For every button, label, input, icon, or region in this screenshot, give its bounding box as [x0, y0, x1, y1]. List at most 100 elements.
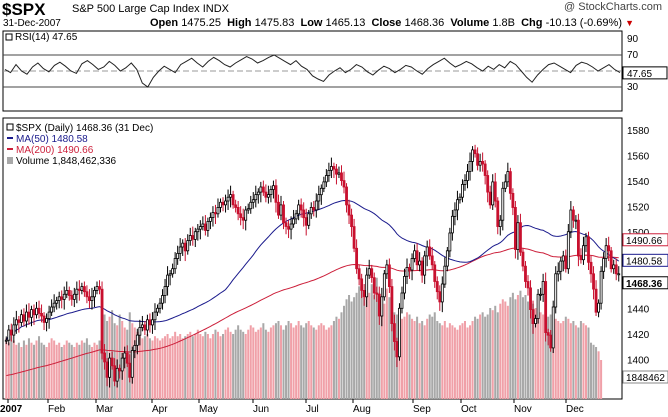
candle-body: [37, 307, 41, 314]
volume-bar: [269, 327, 272, 399]
candle-body: [599, 270, 603, 304]
volume-bar: [50, 338, 53, 399]
candle-body: [156, 307, 159, 313]
volume-bar: [557, 321, 560, 399]
volume-bar: [433, 312, 436, 399]
candle-body: [335, 168, 338, 175]
candle-body: [203, 223, 207, 231]
candle-body: [234, 204, 238, 208]
candle-body: [294, 213, 298, 220]
volume-bar: [312, 327, 315, 399]
candle-body: [428, 246, 432, 257]
volume-bar: [330, 325, 333, 399]
volume-bar: [567, 318, 570, 399]
legend-label: Volume 1,848,462,336: [16, 156, 117, 167]
candle-body: [4, 339, 8, 342]
volume-bar: [191, 336, 194, 399]
candle-body: [138, 327, 142, 336]
candle-body: [382, 273, 386, 298]
volume-bar: [554, 318, 557, 399]
candle-body: [40, 312, 43, 317]
down-arrow-icon: ▼: [625, 18, 634, 28]
candle-body: [17, 319, 21, 323]
quote-summary: Open 1475.25 High 1475.83 Low 1465.13 Cl…: [150, 17, 634, 29]
rsi-value-label: 47.65: [627, 69, 652, 80]
candle-body: [256, 191, 260, 196]
volume-bar: [174, 331, 177, 399]
volume-bar: [335, 316, 338, 399]
volume-bar: [138, 336, 141, 399]
candle-body: [393, 323, 396, 342]
candle-body: [405, 266, 409, 277]
candle-body: [30, 309, 33, 318]
candle-body: [566, 231, 570, 270]
candle-body: [75, 288, 79, 295]
candle-body: [410, 258, 414, 271]
volume-bar: [597, 351, 600, 399]
candle-body: [302, 209, 306, 219]
volume-bar: [516, 295, 519, 399]
volume-bar: [224, 329, 227, 399]
volume-bar: [544, 310, 547, 399]
candle-body: [110, 357, 114, 367]
candle-body: [506, 171, 510, 183]
chg-value: -10.13 (-0.69%): [545, 17, 622, 29]
volume-bar: [239, 329, 242, 399]
volume-bar: [385, 288, 388, 399]
candle-body: [602, 258, 606, 272]
high-label: High: [227, 17, 252, 29]
volume-bar: [406, 312, 409, 399]
volume-bar: [70, 344, 73, 399]
volume-bar: [365, 295, 368, 399]
candle-body: [224, 200, 227, 206]
volume-bar: [287, 321, 290, 399]
candle-body: [340, 172, 343, 181]
candle-body: [50, 306, 54, 313]
candle-body: [582, 245, 585, 261]
candle-body: [226, 196, 230, 202]
volume-bar: [148, 338, 151, 399]
candle-body: [67, 289, 71, 296]
candle-body: [181, 242, 185, 248]
candle-body: [546, 332, 550, 336]
volume-bar: [403, 316, 406, 399]
volume-bar: [421, 321, 424, 399]
candle-body: [503, 181, 507, 189]
volume-bar: [277, 321, 280, 399]
candle-body: [206, 221, 210, 231]
candle-body: [9, 329, 13, 336]
candle-body: [516, 222, 520, 250]
volume-bar: [45, 347, 48, 399]
volume-bar: [590, 342, 593, 399]
volume-bar: [272, 325, 275, 399]
brand-logo[interactable]: @ StockCharts.com: [564, 1, 662, 13]
candle-body: [219, 201, 222, 208]
low-value: 1465.13: [325, 17, 366, 29]
candle-body: [571, 209, 575, 221]
volume-bar: [90, 347, 93, 399]
volume-bar: [63, 344, 66, 399]
candle-body: [198, 226, 202, 230]
volume-bar: [494, 305, 497, 399]
candle-body: [105, 361, 109, 378]
candle-body: [430, 255, 434, 266]
exchange: INDX: [202, 3, 229, 15]
volume-bar: [368, 292, 371, 399]
x-tick-label: 2007: [0, 404, 23, 415]
candle-body: [289, 223, 293, 230]
volume-bar: [453, 327, 456, 399]
volume-bar: [320, 323, 323, 399]
volume-bar: [257, 329, 260, 399]
candle-body: [493, 181, 497, 202]
volume-bar: [229, 331, 232, 399]
volume-value-badge: [622, 370, 668, 384]
candle-body: [7, 329, 11, 341]
volume-bar: [176, 336, 179, 399]
candle-body: [188, 235, 192, 241]
volume-bar: [151, 340, 154, 399]
volume-bar: [539, 312, 542, 399]
x-tick-label: Aug: [353, 404, 371, 415]
volume-bar: [579, 321, 582, 399]
candle-body: [483, 163, 487, 176]
